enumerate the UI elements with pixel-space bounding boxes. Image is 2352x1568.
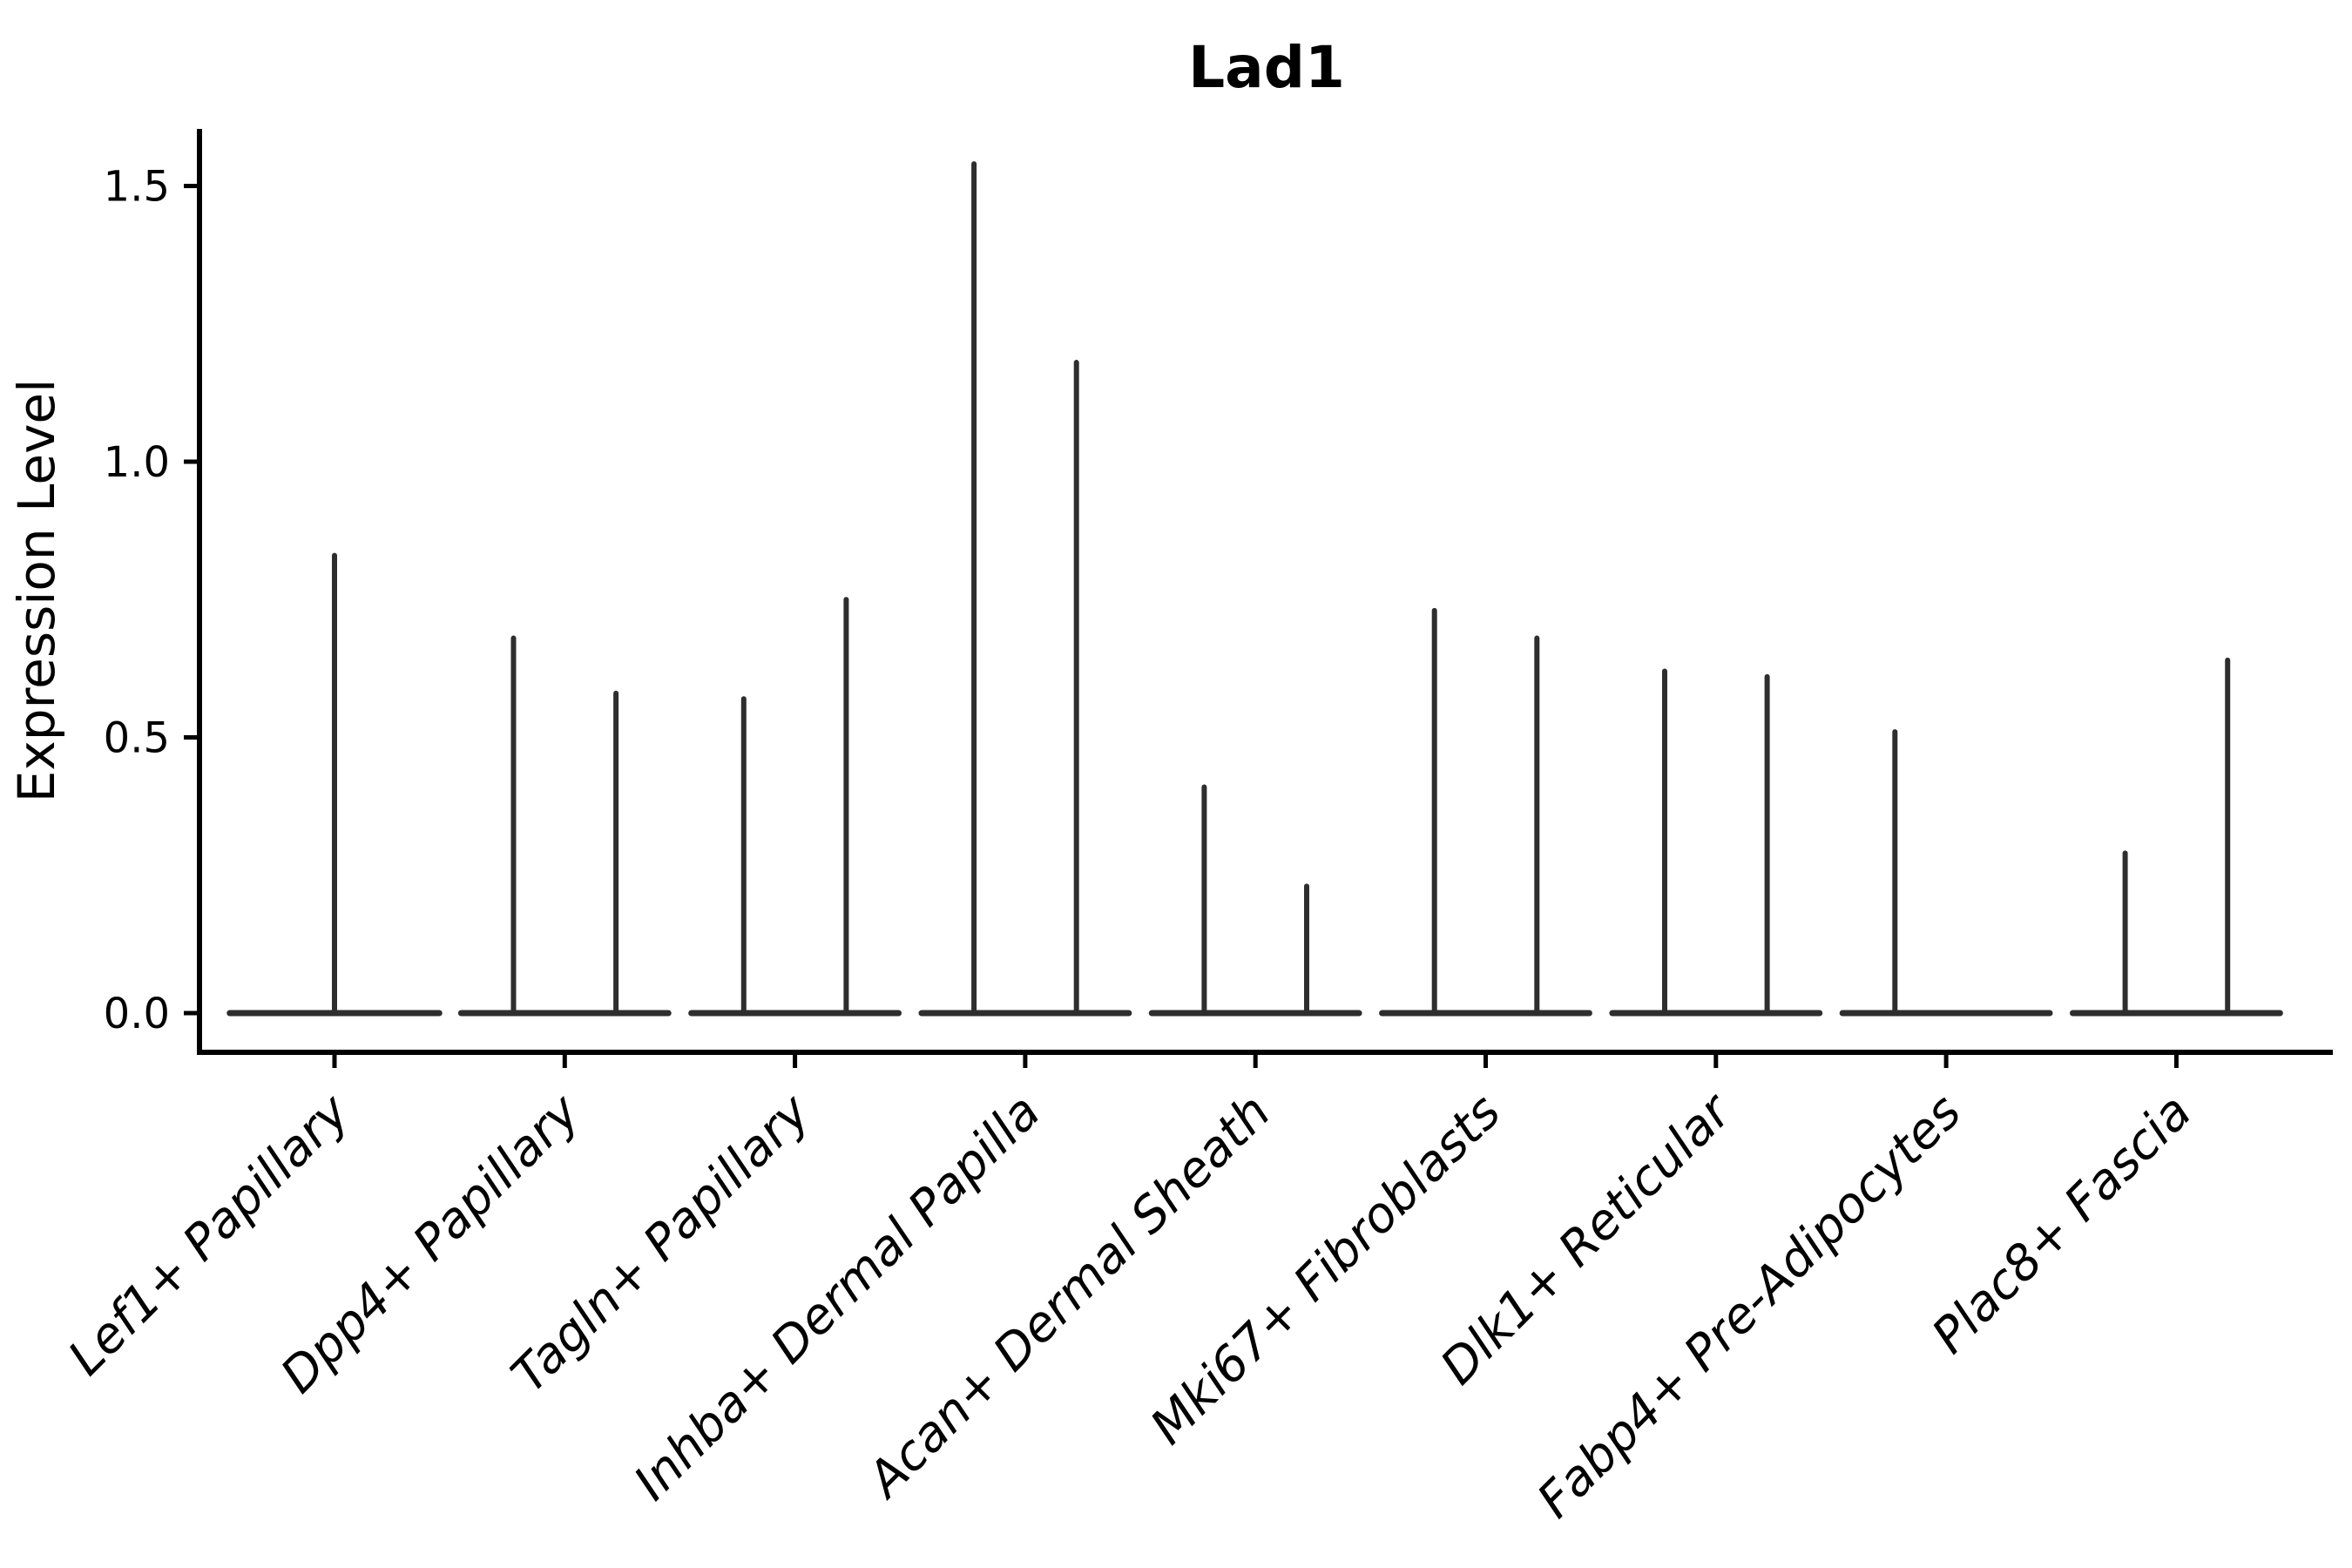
plot-title: Lad1	[1188, 34, 1345, 101]
x-tick-label: Fabp4+ Pre-Adipocytes	[1527, 1084, 1972, 1529]
y-tick-label: 0.5	[104, 714, 170, 763]
violins	[226, 161, 2283, 1017]
axes-spines	[197, 129, 2333, 1055]
x-tick-label: Acan+ Dermal Sheath	[855, 1084, 1281, 1510]
x-tick-label: Inhba+ Dermal Papilla	[624, 1084, 1051, 1511]
y-axis-ticks: 0.0 0.5 1.0 1.5	[104, 163, 199, 1038]
y-tick-label: 0.0	[104, 990, 170, 1038]
y-tick-label: 1.5	[104, 163, 170, 212]
y-tick-label: 1.0	[104, 438, 170, 487]
x-axis-ticks	[332, 1052, 2179, 1068]
y-axis-label: Expression Level	[7, 379, 66, 802]
